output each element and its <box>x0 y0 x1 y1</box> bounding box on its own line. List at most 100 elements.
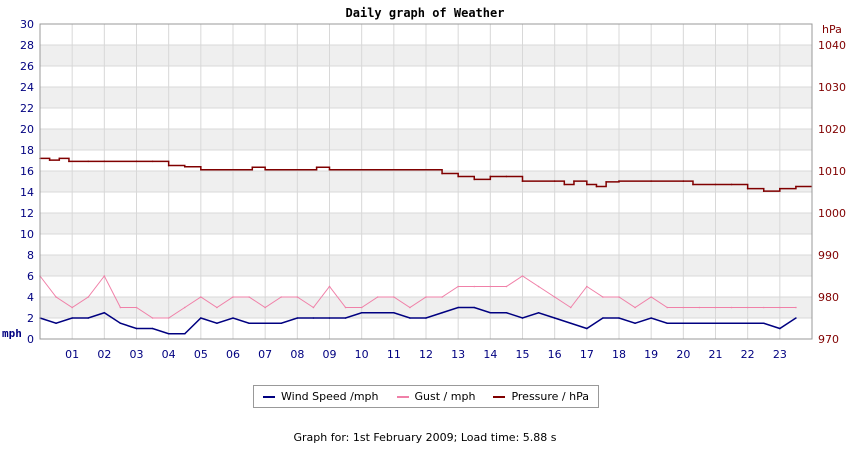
x-axis-tick-label: 02 <box>97 348 111 361</box>
series-point-pressure-hpa <box>795 185 797 188</box>
series-point-wind-speed-mph <box>714 322 717 325</box>
x-axis-tick-label: 06 <box>226 348 240 361</box>
series-point-wind-speed-mph <box>393 311 395 314</box>
x-axis-tick-label: 01 <box>65 348 79 361</box>
series-point-gust-mph <box>569 306 572 309</box>
series-point-gust-mph <box>376 296 379 298</box>
series-point-wind-speed-mph <box>795 317 797 319</box>
series-point-gust-mph <box>312 306 315 309</box>
series-point-gust-mph <box>779 306 781 309</box>
legend-item-gust: Gust / mph <box>396 390 475 403</box>
series-point-wind-speed-mph <box>698 322 701 325</box>
series-line-wind-speed-mph <box>39 306 797 335</box>
series-point-pressure-hpa <box>746 187 749 190</box>
left-axis-unit: mph <box>2 327 22 340</box>
series-point-gust-mph <box>103 275 106 277</box>
series-point-wind-speed-mph <box>167 332 170 335</box>
left-axis-tick-label: 30 <box>20 18 34 31</box>
series-point-gust-mph <box>71 306 73 309</box>
x-axis-tick-label: 20 <box>676 348 690 361</box>
series-point-pressure-hpa <box>87 160 90 163</box>
left-axis-tick-label: 6 <box>27 270 34 283</box>
series-point-gust-mph <box>795 306 797 309</box>
series-point-gust-mph <box>328 285 331 288</box>
x-axis-tick-label: 04 <box>162 348 176 361</box>
series-point-pressure-hpa <box>595 185 598 188</box>
series-point-gust-mph <box>746 306 749 309</box>
legend: Wind Speed /mph Gust / mph Pressure / hP… <box>253 385 599 408</box>
series-point-gust-mph <box>602 296 604 298</box>
plot-frame <box>39 23 813 340</box>
series-point-wind-speed-mph <box>55 322 57 325</box>
series-point-wind-speed-mph <box>586 327 588 330</box>
left-axis-tick-label: 10 <box>20 228 34 241</box>
x-axis-tick-label: 03 <box>130 348 144 361</box>
series-point-pressure-hpa <box>167 164 170 167</box>
series-point-pressure-hpa <box>135 160 138 163</box>
series-point-gust-mph <box>216 306 218 309</box>
legend-swatch-wind-speed <box>263 395 275 398</box>
left-axis-tick-label: 0 <box>27 333 34 346</box>
series-point-gust-mph <box>183 306 186 309</box>
series-point-gust-mph <box>489 285 492 288</box>
series-point-gust-mph <box>344 306 347 309</box>
series-point-wind-speed-mph <box>553 317 556 319</box>
series-point-gust-mph <box>714 306 717 309</box>
series-point-pressure-hpa <box>682 180 685 182</box>
series-point-wind-speed-mph <box>746 322 749 325</box>
series-point-gust-mph <box>119 306 122 309</box>
legend-item-wind-speed: Wind Speed /mph <box>263 390 379 403</box>
series-point-wind-speed-mph <box>762 322 765 325</box>
series-point-wind-speed-mph <box>537 311 540 314</box>
left-axis-tick-label: 22 <box>20 102 34 115</box>
series-point-pressure-hpa <box>521 180 524 182</box>
series-point-wind-speed-mph <box>666 322 669 325</box>
series-point-gust-mph <box>425 296 427 298</box>
series-point-gust-mph <box>55 296 57 298</box>
x-axis-tick-label: 08 <box>290 348 304 361</box>
series-point-wind-speed-mph <box>344 317 347 319</box>
left-axis-tick-label: 14 <box>20 186 34 199</box>
left-axis-tick-label: 12 <box>20 207 34 220</box>
x-axis-tick-label: 15 <box>516 348 530 361</box>
series-point-wind-speed-mph <box>71 317 73 319</box>
series-point-gust-mph <box>666 306 669 309</box>
series-point-gust-mph <box>280 296 283 298</box>
left-axis-tick-label: 26 <box>20 60 34 73</box>
series-point-wind-speed-mph <box>119 322 122 325</box>
series-point-gust-mph <box>505 285 508 288</box>
series-point-pressure-hpa <box>232 168 234 171</box>
series-point-gust-mph <box>200 296 202 298</box>
right-axis-tick-label: 1040 <box>818 39 846 52</box>
x-axis-tick-label: 14 <box>483 348 497 361</box>
x-axis-tick-label: 10 <box>355 348 369 361</box>
x-axis-tick-label: 22 <box>741 348 755 361</box>
series-point-pressure-hpa <box>730 183 733 186</box>
series-point-wind-speed-mph <box>505 311 508 314</box>
series-point-gust-mph <box>698 306 701 309</box>
right-axis-tick-label: 980 <box>818 291 839 304</box>
series-point-pressure-hpa <box>296 168 299 171</box>
series-point-wind-speed-mph <box>409 317 411 319</box>
series-point-pressure-hpa <box>251 166 254 169</box>
series-point-pressure-hpa <box>650 180 652 182</box>
series-point-pressure-hpa <box>505 175 508 178</box>
legend-swatch-gust <box>396 395 409 398</box>
series-point-wind-speed-mph <box>650 317 652 319</box>
series-point-pressure-hpa <box>200 168 202 171</box>
series-point-wind-speed-mph <box>103 311 106 314</box>
series-point-pressure-hpa <box>605 181 607 183</box>
series-point-gust-mph <box>296 296 299 298</box>
series-point-wind-speed-mph <box>135 327 138 330</box>
right-axis-tick-label: 1030 <box>818 81 846 94</box>
series-point-pressure-hpa <box>692 183 694 186</box>
series-point-pressure-hpa <box>457 175 459 178</box>
series-point-wind-speed-mph <box>312 317 315 319</box>
footer-load-info: Graph for: 1st February 2009; Load time:… <box>293 431 557 444</box>
series-point-pressure-hpa <box>328 168 331 171</box>
series-point-wind-speed-mph <box>232 317 234 319</box>
left-axis-tick-label: 2 <box>27 312 34 325</box>
series-point-gust-mph <box>521 275 524 277</box>
series-point-wind-speed-mph <box>457 306 459 309</box>
